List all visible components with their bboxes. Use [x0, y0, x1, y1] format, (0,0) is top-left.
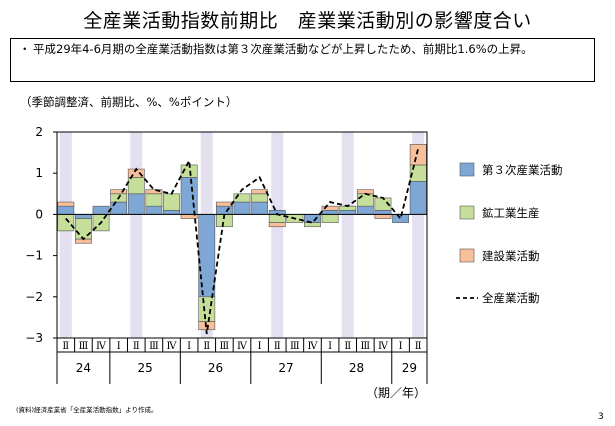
legend-label: 第３次産業活動: [482, 163, 563, 177]
bar-segment: [409, 144, 427, 166]
total-line: [65, 148, 420, 335]
quarter-label: Ⅲ: [290, 341, 300, 352]
legend-label: 建設業活動: [482, 249, 540, 263]
quarter-label: Ⅲ: [79, 341, 89, 352]
bar-segment: [145, 189, 163, 195]
bar-segment: [409, 181, 427, 215]
y-tick-label: −3: [25, 331, 43, 345]
bar-segment: [92, 205, 110, 215]
bar-segment: [57, 214, 75, 232]
bar-segment: [304, 222, 321, 228]
quarter-label: Ⅰ: [399, 341, 403, 352]
bar-segment: [127, 177, 145, 195]
shade-band: [271, 132, 284, 338]
quarter-label: Ⅲ: [149, 341, 159, 352]
bar-segment: [57, 205, 75, 215]
shade-band: [130, 132, 143, 338]
year-label: 24: [76, 361, 91, 375]
bar-segment: [321, 209, 339, 215]
page-number: 3: [598, 412, 604, 422]
summary-bullet: ・: [19, 42, 31, 56]
bar-segment: [356, 193, 374, 207]
legend-label: 鉱工業生産: [482, 206, 540, 220]
quarter-label: Ⅰ: [328, 341, 332, 352]
quarter-label: Ⅱ: [62, 341, 69, 352]
quarter-label: Ⅲ: [361, 341, 371, 352]
bar-segment: [304, 214, 321, 223]
bar-segment: [374, 214, 392, 219]
year-label: 28: [349, 361, 364, 375]
bar-segment: [251, 193, 269, 203]
legend-label: 全産業活動: [482, 291, 540, 305]
bar-segment: [198, 296, 216, 322]
shade-band: [59, 132, 72, 338]
year-label: 25: [137, 361, 152, 375]
unit-note: （季節調整済、前期比、%、%ポイント）: [20, 95, 238, 109]
summary-text: 平成29年4-6月期の全産業活動指数は第３次産業活動などが上昇したため、前期比1…: [33, 42, 533, 56]
legend-swatch: [459, 162, 475, 177]
bar-segment: [163, 209, 180, 215]
quarter-label: Ⅲ: [220, 341, 230, 352]
legend-swatch: [459, 205, 475, 220]
bar-segment: [110, 201, 128, 215]
bar-segment: [75, 214, 92, 219]
bar-segment: [251, 201, 269, 215]
year-label: 29: [402, 361, 417, 375]
quarter-label: Ⅱ: [415, 341, 422, 352]
bar-segment: [321, 205, 339, 211]
quarter-label: Ⅳ: [307, 341, 318, 352]
y-tick-label: 0: [35, 207, 43, 221]
bar-segment: [127, 193, 145, 215]
bar-segment: [145, 193, 163, 207]
bar-segment: [251, 189, 269, 195]
plot-frame: [56, 131, 428, 339]
y-tick-label: −2: [25, 290, 43, 304]
y-tick-label: 2: [35, 125, 43, 139]
bar-segment: [233, 193, 251, 203]
quarter-label: Ⅳ: [237, 341, 248, 352]
quarter-label: Ⅰ: [117, 341, 121, 352]
bar-segment: [321, 214, 339, 223]
legend-swatch: [459, 248, 475, 263]
shade-band: [341, 132, 354, 338]
bar-segment: [339, 209, 357, 215]
bar-segment: [110, 189, 128, 195]
source-note: (資料)経済産業省「全産業活動指数」より作成。: [16, 406, 158, 414]
bar-segment: [356, 205, 374, 215]
bar-segment: [145, 205, 163, 215]
summary-box: ・ 平成29年4-6月期の全産業活動指数は第３次産業活動などが上昇したため、前期…: [10, 38, 595, 82]
bar-segment: [268, 222, 286, 228]
quarter-label: Ⅱ: [133, 341, 140, 352]
year-label: 26: [208, 361, 223, 375]
y-tick-label: 1: [35, 166, 43, 180]
bar-segment: [57, 201, 75, 207]
bar-segment: [374, 209, 392, 215]
quarter-label: Ⅱ: [274, 341, 281, 352]
bar-segment: [180, 177, 198, 215]
bar-segment: [268, 214, 286, 223]
bar-segment: [215, 201, 233, 207]
bar-segment: [75, 218, 92, 240]
year-label: 27: [278, 361, 293, 375]
bar-segment: [163, 193, 180, 211]
quarter-label: Ⅰ: [187, 341, 191, 352]
y-tick-label: −1: [25, 249, 43, 263]
bar-segment: [215, 205, 233, 215]
quarter-label: Ⅳ: [167, 341, 178, 352]
quarter-label: Ⅱ: [203, 341, 210, 352]
x-unit-label: （期／年）: [366, 386, 426, 400]
quarter-label: Ⅱ: [344, 341, 351, 352]
page-title: 全産業活動指数前期比 産業業活動別の影響度合い: [83, 10, 532, 32]
bar-segment: [233, 201, 251, 215]
quarter-label: Ⅰ: [258, 341, 262, 352]
quarter-label: Ⅳ: [378, 341, 389, 352]
quarter-label: Ⅳ: [96, 341, 107, 352]
